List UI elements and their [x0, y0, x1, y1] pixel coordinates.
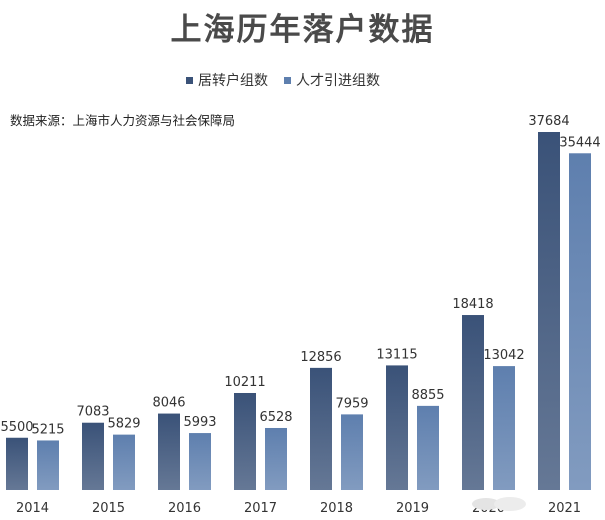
data-label-2018-series-1: 12856 [300, 350, 341, 365]
data-label-2020-series-1: 18418 [452, 297, 493, 312]
x-tick-label-2018: 2018 [320, 501, 353, 516]
bar-2018-series-1 [310, 367, 332, 490]
bar-2017-series-2 [265, 427, 287, 490]
x-tick-label-2019: 2019 [396, 501, 429, 516]
chart-title: 上海历年落户数据 [170, 12, 435, 48]
bar-2018-series-2 [341, 414, 363, 490]
legend-swatch-series-1 [186, 76, 193, 84]
bar-2015-series-2 [113, 434, 135, 490]
data-label-2014-series-1: 5500 [0, 420, 33, 435]
data-label-2018-series-2: 7959 [335, 396, 368, 411]
bar-2014-series-1 [6, 437, 28, 490]
data-label-2019-series-1: 13115 [376, 347, 417, 362]
x-tick-label-2015: 2015 [92, 501, 125, 516]
legend-label-series-1: 居转户组数 [198, 73, 268, 89]
bar-2014-series-2 [37, 440, 59, 490]
legend-label-series-2: 人才引进组数 [296, 73, 380, 89]
x-tick-label-2017: 2017 [244, 501, 277, 516]
legend: 居转户组数 人才引进组数 [186, 70, 380, 90]
data-source-note: 数据来源：上海市人力资源与社会保障局 [10, 113, 236, 128]
bar-2016-series-1 [158, 413, 180, 490]
data-label-2019-series-2: 8855 [411, 388, 444, 403]
data-label-2015-series-1: 7083 [76, 405, 109, 420]
x-tick-label-2021: 2021 [548, 501, 581, 516]
data-label-2017-series-2: 6528 [259, 410, 292, 425]
data-label-2021-series-2: 35444 [559, 135, 600, 150]
bar-2017-series-1 [234, 392, 256, 490]
data-label-2021-series-1: 37684 [528, 114, 569, 129]
bar-2021-series-1 [538, 132, 560, 490]
data-label-2016-series-1: 8046 [152, 396, 185, 411]
bar-2019-series-2 [417, 405, 439, 490]
bar-2020-series-1 [462, 315, 484, 490]
watermark-logo [472, 497, 526, 511]
legend-item-series-1: 居转户组数 [186, 70, 268, 90]
bar-2015-series-1 [82, 422, 104, 490]
data-label-2015-series-2: 5829 [107, 417, 140, 432]
data-label-2020-series-2: 13042 [483, 348, 524, 363]
x-tick-label-2016: 2016 [168, 501, 201, 516]
data-label-2017-series-1: 10211 [224, 375, 265, 390]
legend-item-series-2: 人才引进组数 [284, 70, 380, 90]
data-label-2014-series-2: 5215 [31, 422, 64, 437]
bar-2019-series-1 [386, 365, 408, 490]
bar-2016-series-2 [189, 433, 211, 490]
bar-2020-series-2 [493, 366, 515, 490]
bar-2021-series-2 [569, 153, 591, 491]
legend-swatch-series-2 [284, 76, 291, 84]
x-tick-label-2014: 2014 [16, 501, 49, 516]
data-label-2016-series-2: 5993 [183, 415, 216, 430]
